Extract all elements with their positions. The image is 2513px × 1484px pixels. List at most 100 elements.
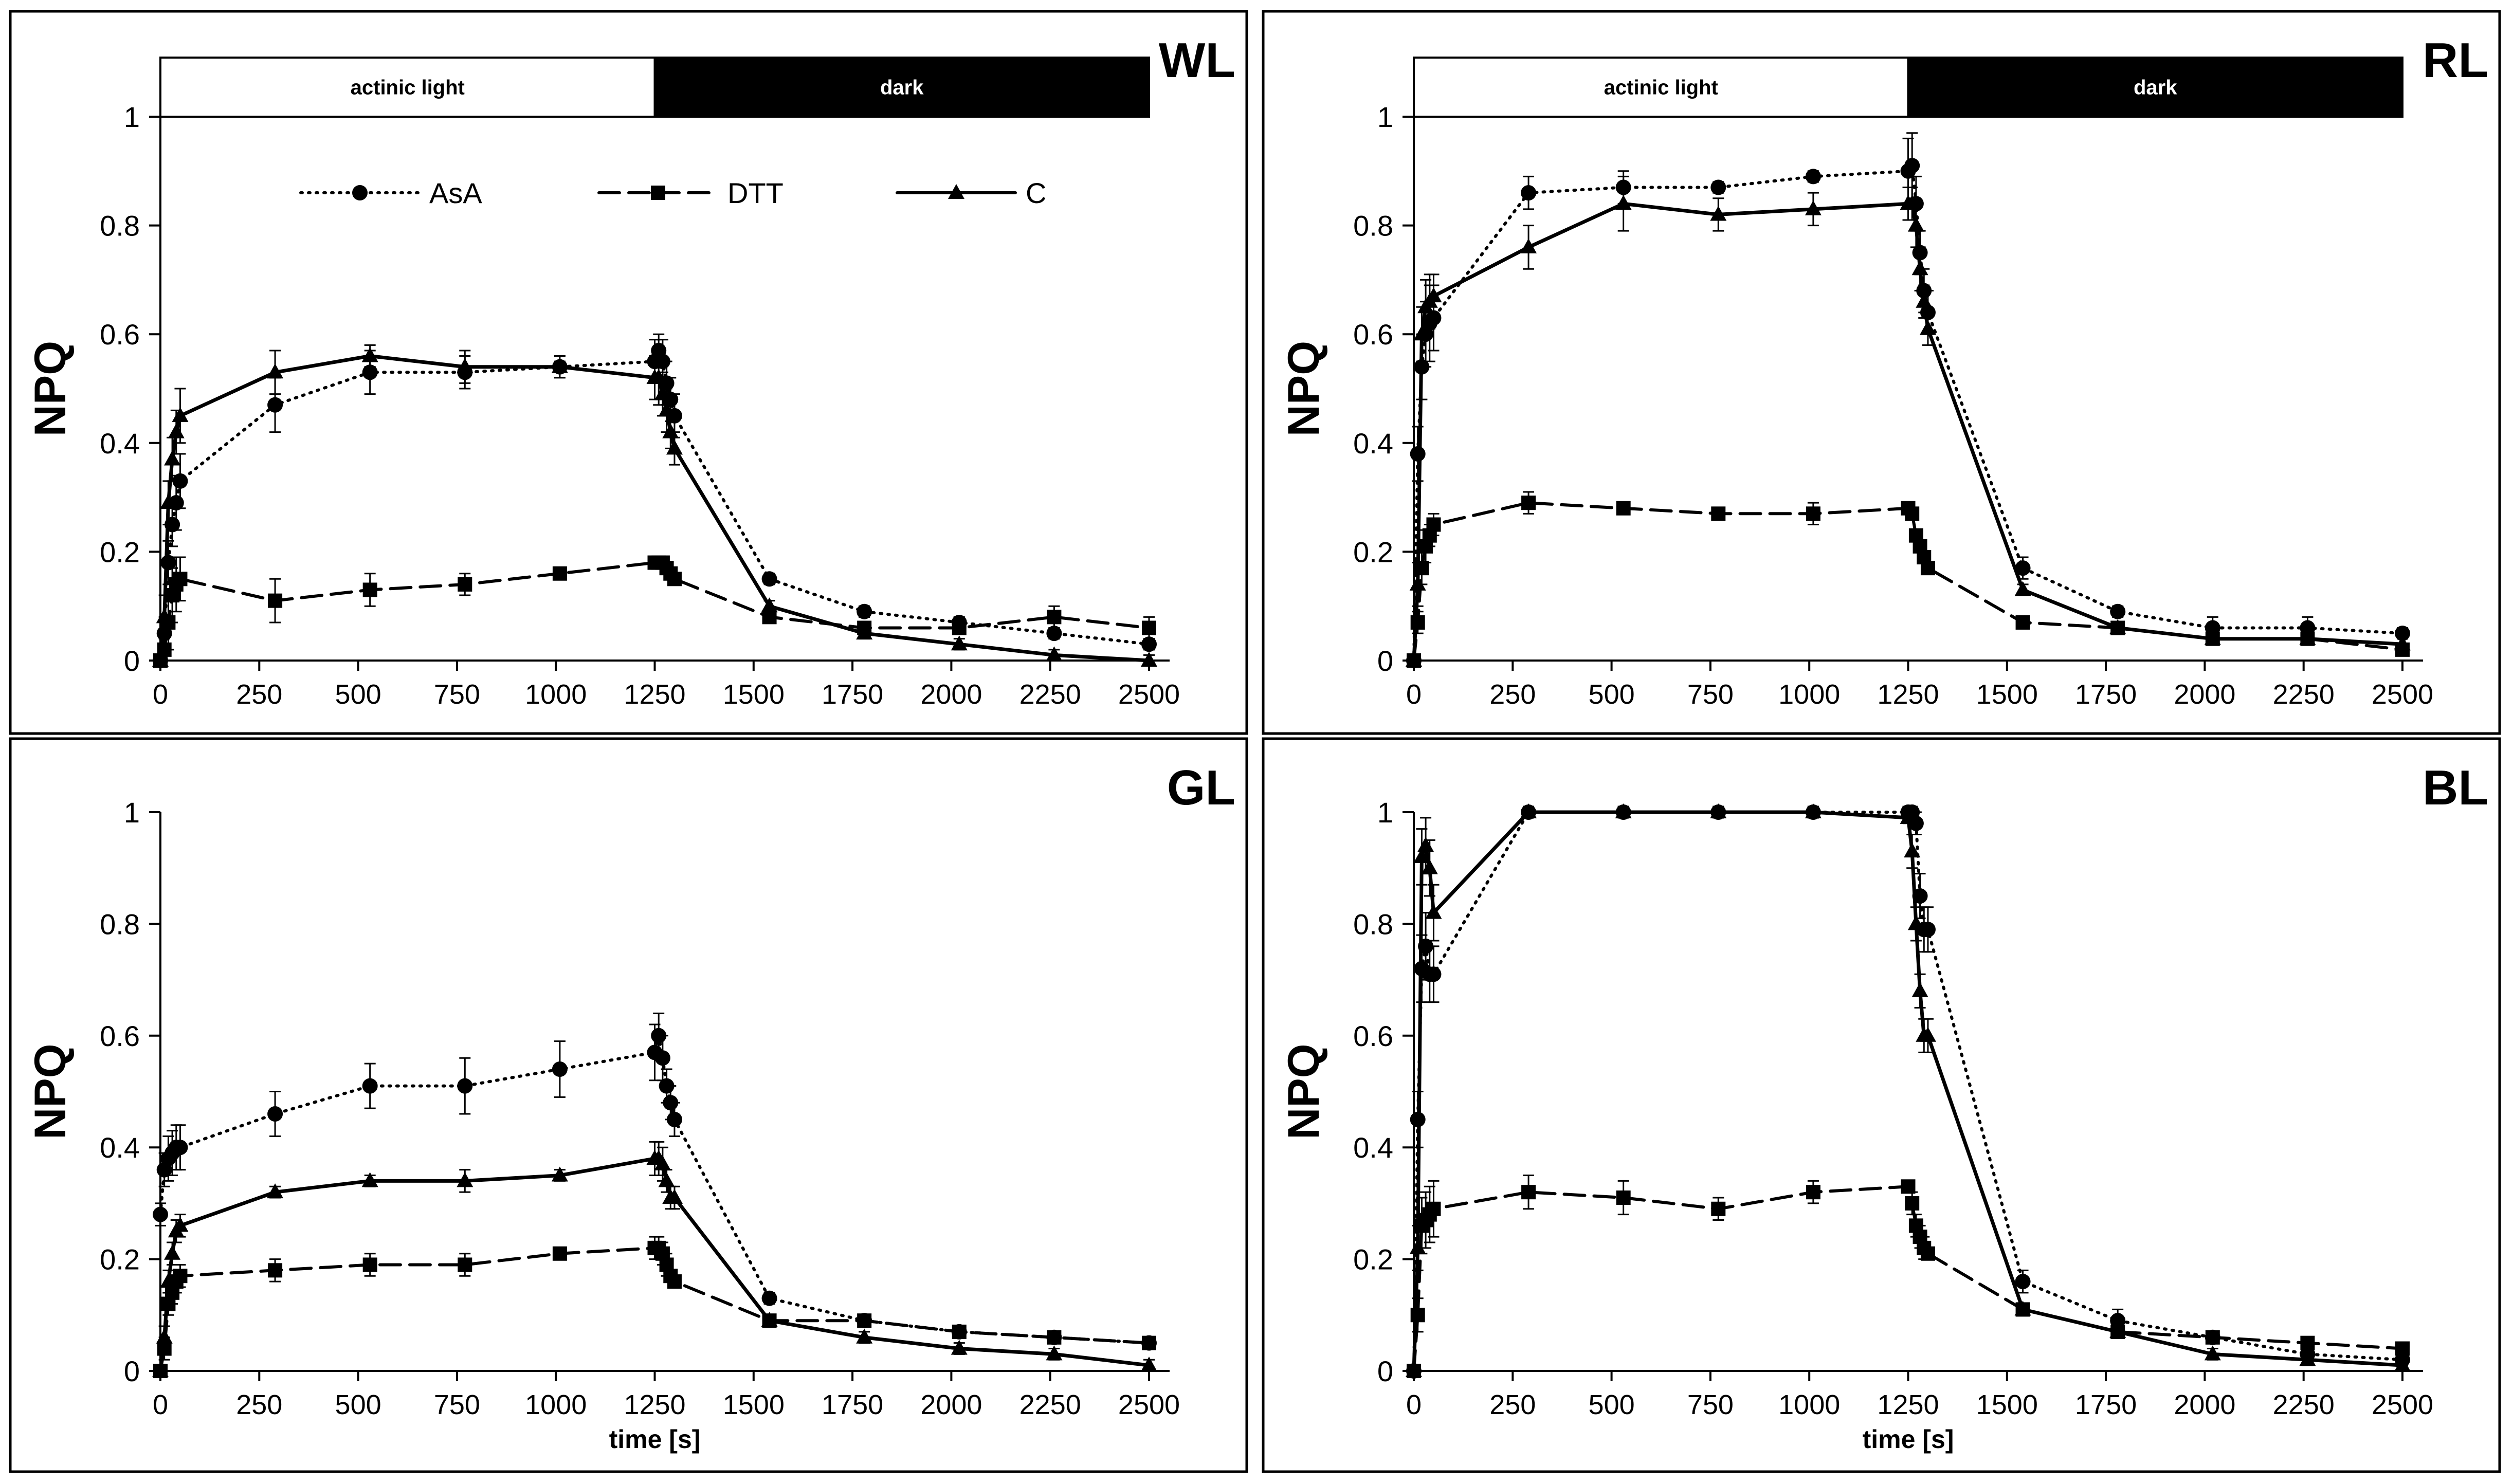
data-point (2110, 603, 2126, 619)
data-point (666, 439, 683, 455)
data-point (173, 1269, 188, 1284)
data-point (362, 1078, 378, 1094)
data-point (857, 1313, 872, 1328)
y-tick-label: 0.8 (1353, 908, 1393, 940)
data-point (1425, 904, 1442, 919)
x-tick-label: 2250 (2273, 679, 2335, 710)
y-tick-label: 0.4 (1353, 427, 1393, 460)
data-point (1806, 506, 1820, 521)
data-point (156, 608, 173, 624)
data-point (361, 347, 378, 362)
x-tick-label: 1500 (1976, 679, 2038, 710)
data-point (1425, 287, 1442, 303)
data-point (2205, 1330, 2220, 1345)
x-tick-label: 500 (335, 1389, 381, 1420)
y-axis-title: NPQ (26, 1043, 75, 1139)
data-point (2394, 1357, 2411, 1372)
y-axis-title: NPQ (1279, 1043, 1328, 1139)
data-point (2299, 630, 2316, 645)
data-point (164, 1244, 181, 1260)
data-point (1907, 915, 1924, 930)
data-point (1920, 922, 1936, 938)
data-point (667, 572, 682, 587)
data-point (156, 1328, 173, 1344)
data-point (761, 1312, 778, 1327)
actinic-light-band (159, 57, 656, 118)
data-point (666, 1189, 683, 1204)
x-tick-label: 1250 (1877, 1389, 1939, 1420)
chart-panel-rl: actinic light dark 0 0.2 0.4 0.6 0.8 1 0 250 500 75… (1262, 10, 2501, 735)
x-tick-label: 1250 (624, 1389, 685, 1420)
dark-label: dark (2134, 77, 2177, 99)
data-point (1521, 185, 1537, 201)
data-point (667, 1274, 682, 1289)
data-point (1046, 646, 1063, 662)
data-point (1919, 1027, 1936, 1042)
legend-marker (651, 186, 665, 200)
data-point (457, 358, 474, 373)
x-tick-label: 250 (236, 679, 282, 710)
data-point (1900, 809, 1917, 824)
data-point (1426, 1201, 1441, 1216)
legend-marker (352, 185, 368, 200)
x-axis-title: time [s] (1863, 1425, 1954, 1454)
data-point (268, 593, 283, 608)
x-tick-label: 750 (1687, 1389, 1734, 1420)
panel-label: RL (2423, 33, 2488, 88)
data-point (1047, 610, 1062, 625)
x-tick-label: 1750 (822, 679, 883, 710)
data-point (362, 1257, 377, 1272)
y-tick-label: 0.2 (1353, 1243, 1393, 1276)
x-tick-label: 2000 (2174, 679, 2235, 710)
data-point (1805, 803, 1822, 818)
data-point (267, 363, 284, 379)
data-point (1406, 1362, 1422, 1377)
x-tick-label: 2500 (2372, 1389, 2433, 1420)
data-point (172, 1140, 188, 1156)
data-point (1409, 1239, 1426, 1254)
data-point (1141, 652, 1157, 667)
x-tick-label: 0 (153, 1389, 168, 1420)
x-tick-label: 500 (1589, 1389, 1635, 1420)
x-tick-label: 500 (335, 679, 381, 710)
dark-label: dark (880, 77, 924, 99)
series-c (1406, 175, 2411, 667)
data-point (153, 1206, 168, 1222)
data-point (267, 1106, 283, 1122)
data-point (268, 1263, 283, 1278)
data-point (1409, 575, 1426, 591)
data-point (1521, 1185, 1536, 1200)
legend: AsA DTT C (299, 177, 1046, 209)
y-tick-label: 0.8 (1353, 210, 1393, 242)
data-point (1141, 1357, 1157, 1372)
data-point (1911, 260, 1928, 276)
data-point (951, 1340, 968, 1355)
data-point (658, 1172, 675, 1187)
data-point (654, 1155, 671, 1170)
x-tick-label: 1000 (1778, 679, 1840, 710)
y-tick-label: 0.4 (100, 1131, 140, 1164)
data-point (267, 1183, 284, 1199)
panel-label: BL (2423, 760, 2488, 815)
data-point (1521, 496, 1536, 510)
panel-frame (9, 737, 1248, 1473)
y-axis-title: NPQ (1279, 341, 1328, 436)
data-point (952, 620, 967, 635)
x-tick-label: 250 (236, 1389, 282, 1420)
data-point (173, 572, 188, 587)
data-point (1616, 501, 1631, 516)
legend-item-c: C (896, 177, 1046, 209)
data-point (458, 577, 472, 592)
data-point (2394, 635, 2411, 651)
panel-frame (1262, 737, 2501, 1473)
data-point (2204, 1345, 2221, 1361)
y-tick-label: 0 (124, 645, 140, 677)
data-point (1141, 636, 1157, 652)
data-point (2299, 1351, 2316, 1366)
actinic-light-band (1413, 57, 1909, 118)
data-point (267, 397, 283, 413)
data-point (2109, 1323, 2126, 1338)
data-point (1711, 506, 1726, 521)
data-point (1421, 859, 1438, 874)
